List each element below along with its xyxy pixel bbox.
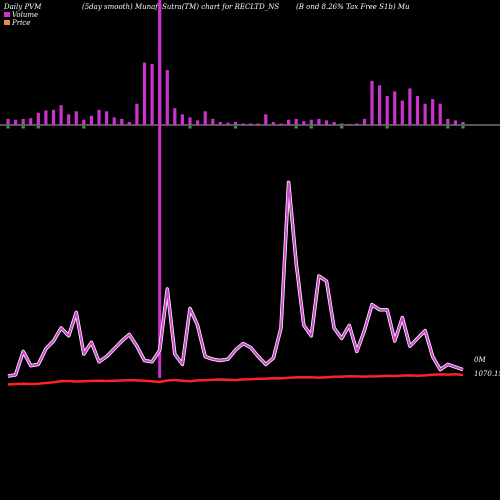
volume-bar: [347, 124, 351, 125]
volume-bar: [332, 122, 336, 126]
volume-bar: [196, 120, 200, 125]
volume-down-marker: [188, 126, 192, 129]
legend-price-swatch: [4, 20, 10, 25]
volume-bar: [355, 123, 359, 125]
volume-bar: [226, 122, 230, 125]
volume-bar: [393, 91, 397, 125]
volume-bar: [14, 119, 18, 125]
volume-bar: [97, 109, 101, 126]
legend-price-label: Price: [11, 19, 30, 27]
volume-down-marker: [385, 126, 389, 129]
volume-bar: [218, 122, 222, 126]
volume-bar: [302, 121, 306, 125]
pvm-series: [7, 180, 464, 378]
volume-bar: [105, 111, 109, 125]
volume-bar: [264, 114, 268, 125]
volume-down-marker: [36, 126, 40, 129]
volume-bar: [279, 123, 283, 125]
volume-bar: [461, 122, 465, 126]
volume-bar: [67, 114, 71, 125]
volume-bar: [142, 62, 147, 125]
volume-bar: [294, 118, 298, 125]
volume-bar: [127, 122, 131, 126]
header-center: (5day smooth) MunafaSutra(TM) chart for …: [82, 3, 279, 11]
volume-bar: [89, 115, 93, 125]
volume-bar: [385, 96, 389, 125]
volume-bar: [74, 111, 78, 125]
volume-down-marker: [6, 126, 10, 129]
volume-bar: [438, 103, 442, 125]
volume-down-marker: [461, 126, 465, 129]
volume-down-marker: [82, 126, 86, 129]
volume-bar: [211, 118, 215, 125]
volume-bar: [271, 122, 275, 126]
volume-bar: [51, 109, 56, 126]
volume-bar: [44, 110, 48, 125]
volume-bar: [59, 105, 63, 125]
volume-down-marker: [340, 126, 344, 129]
volume-bar: [188, 117, 192, 125]
volume-bar: [431, 99, 435, 125]
volume-bar: [453, 120, 457, 125]
volume-bar: [112, 117, 116, 125]
volume-bar: [400, 100, 404, 125]
volume-bar: [36, 112, 40, 125]
volume-bar: [324, 120, 329, 125]
header-left: Daily PVM: [3, 3, 42, 11]
legend-volume-swatch: [4, 12, 10, 17]
volume-bar: [408, 88, 412, 125]
volume-bar: [340, 123, 344, 125]
volume-bar: [249, 123, 253, 125]
volume-bar: [415, 96, 420, 125]
volume-bar: [173, 108, 177, 125]
volume-bar: [287, 119, 291, 125]
volume-down-marker: [446, 126, 450, 129]
volume-bar: [241, 123, 245, 125]
volume-bar: [423, 103, 427, 125]
legend-volume-label: Volume: [12, 11, 38, 19]
volume-bar: [150, 64, 154, 125]
volume-bars: [6, 0, 465, 378]
pvm-value-label: 0M: [474, 356, 486, 364]
volume-down-marker: [233, 126, 238, 129]
volume-bar: [317, 118, 321, 125]
volume-bar: [29, 118, 33, 125]
pvm-line: [7, 181, 464, 378]
price-line: [7, 372, 464, 386]
volume-bar: [6, 118, 10, 125]
volume-bar: [21, 118, 25, 125]
header-right: (B ond 8.26% Tax Free S1b) Mu: [296, 3, 410, 11]
volume-bar: [82, 119, 86, 125]
volume-bar: [378, 85, 382, 125]
volume-bar: [135, 103, 139, 125]
volume-bar: [120, 118, 124, 125]
volume-bar: [370, 80, 374, 125]
price-series: [7, 372, 464, 386]
volume-bar: [362, 118, 366, 125]
volume-bar: [233, 122, 238, 126]
volume-bar: [180, 114, 184, 125]
volume-down-marker: [294, 126, 298, 129]
volume-bar: [165, 70, 169, 125]
volume-down-marker: [21, 126, 25, 129]
volume-bar: [256, 123, 260, 125]
price-value-label: 1070.15: [474, 370, 500, 378]
volume-bar: [309, 119, 313, 125]
volume-bar: [446, 118, 450, 125]
volume-down-marker: [309, 126, 313, 129]
volume-bar: [203, 111, 207, 125]
